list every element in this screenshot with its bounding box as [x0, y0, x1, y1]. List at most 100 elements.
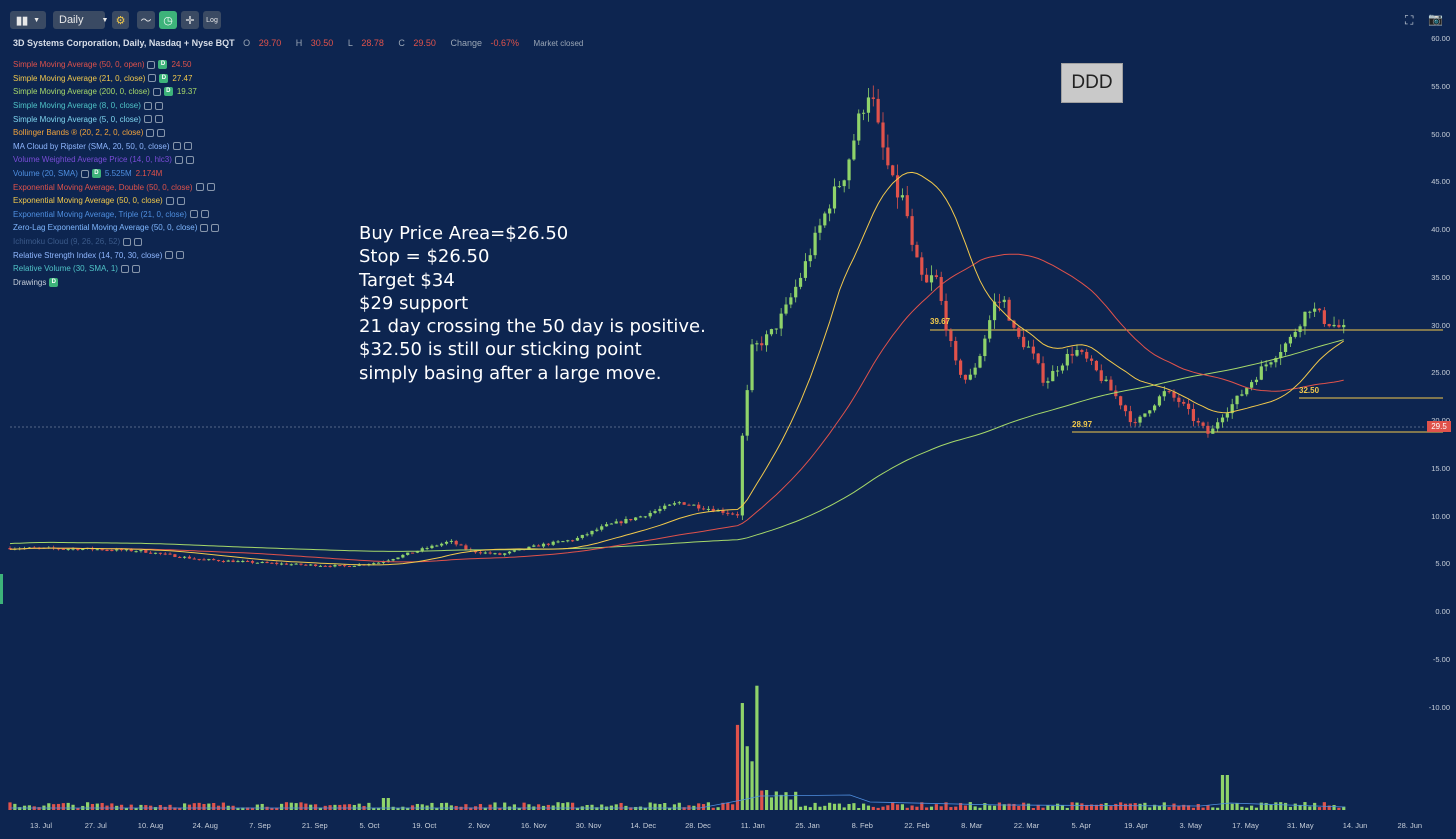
candle-body	[396, 557, 400, 560]
info-icon[interactable]	[195, 183, 204, 192]
settings-icon[interactable]	[176, 196, 185, 205]
candle-body	[1094, 360, 1098, 371]
candle-body	[1322, 310, 1326, 325]
settings-button[interactable]: ⚙	[112, 11, 129, 29]
fullscreen-icon[interactable]: ⛶	[1405, 13, 1414, 27]
volume-bar	[187, 804, 192, 810]
volume-bar	[1109, 806, 1113, 810]
indicator-badge[interactable]: D	[163, 87, 173, 97]
indicator-row[interactable]: Simple Moving Average (21, 0, close) D 27.…	[13, 72, 219, 86]
indicator-row[interactable]: Zero-Lag Exponential Moving Average (50,…	[13, 221, 220, 235]
crosshair-button[interactable]: ✛	[181, 11, 199, 29]
log-scale-button[interactable]: Log	[203, 11, 221, 29]
indicator-row[interactable]: Relative Volume (30, SMA, 1)	[13, 262, 219, 276]
info-icon[interactable]	[143, 101, 152, 110]
candle-body	[124, 549, 128, 551]
settings-icon[interactable]	[131, 264, 140, 273]
candle-body	[328, 565, 332, 567]
indicator-row[interactable]: Simple Moving Average (8, 0, close)	[13, 99, 219, 113]
indicator-row[interactable]: Simple Moving Average (5, 0, close)	[13, 112, 219, 126]
settings-icon[interactable]	[157, 128, 166, 137]
settings-icon[interactable]	[185, 155, 194, 164]
candle-body	[687, 504, 691, 506]
indicator-badge[interactable]: D	[91, 169, 101, 179]
volume-bar	[1114, 803, 1118, 810]
volume-bar	[1206, 805, 1210, 810]
indicator-list: Simple Moving Average (50, 0, open) D 24.5…	[13, 58, 220, 290]
chart-type-button[interactable]: ▮▮ ▼	[10, 11, 46, 29]
indicator-row[interactable]: Ichimoku Cloud (9, 26, 26, 52)	[13, 235, 219, 249]
indicator-name: Zero-Lag Exponential Moving Average (50,…	[13, 223, 198, 233]
candle-body	[629, 518, 633, 521]
indicator-badge[interactable]: D	[159, 73, 169, 83]
volume-bar	[270, 807, 274, 810]
candle-body	[532, 545, 536, 547]
candle-body	[784, 304, 788, 314]
indicator-row[interactable]: Volume Weighted Average Price (14, 0, hl…	[13, 153, 219, 167]
info-icon[interactable]	[147, 60, 156, 69]
scroll-marker[interactable]	[0, 574, 3, 604]
indicator-badge[interactable]: D	[49, 277, 59, 287]
candle-body	[415, 550, 419, 553]
info-icon[interactable]	[172, 142, 181, 151]
candle-body	[803, 261, 807, 278]
settings-icon[interactable]	[200, 210, 209, 219]
indicator-row[interactable]: Volume (20, SMA) D 5.525M 2.174M	[13, 167, 219, 181]
indicator-row[interactable]: Exponential Moving Average, Triple (21, …	[13, 208, 219, 222]
settings-icon[interactable]	[176, 251, 185, 260]
candle-body	[915, 244, 919, 258]
volume-bar	[1327, 805, 1331, 810]
candle-body	[566, 540, 570, 542]
clock-button[interactable]: ◷	[159, 11, 177, 29]
info-icon[interactable]	[123, 237, 132, 246]
candle-body	[1191, 409, 1195, 421]
candle-body	[338, 565, 342, 567]
volume-bar	[842, 807, 846, 810]
info-icon[interactable]	[200, 223, 209, 232]
info-icon[interactable]	[80, 169, 89, 178]
candle-body	[1177, 397, 1181, 402]
indicator-row[interactable]: Exponential Moving Average (50, 0, close…	[13, 194, 219, 208]
candle-body	[226, 560, 230, 562]
indicator-badge[interactable]: D	[158, 60, 168, 70]
info-icon[interactable]	[120, 264, 129, 273]
settings-icon[interactable]	[154, 101, 163, 110]
candle-body	[1007, 299, 1011, 321]
settings-icon[interactable]	[211, 223, 220, 232]
volume-bar	[866, 805, 871, 810]
info-icon[interactable]	[152, 87, 161, 96]
indicator-row[interactable]: Exponential Moving Average, Double (50, …	[13, 180, 219, 194]
info-icon[interactable]	[165, 196, 174, 205]
settings-icon[interactable]	[206, 183, 215, 192]
settings-icon[interactable]	[134, 237, 143, 246]
candle-body	[609, 523, 613, 525]
indicator-row[interactable]: Simple Moving Average (200, 0, close) D 19…	[13, 85, 219, 99]
candle-body	[1182, 401, 1186, 404]
candle-body	[1235, 395, 1239, 405]
camera-icon[interactable]: 📷	[1428, 12, 1443, 26]
candle-body	[760, 343, 764, 346]
indicator-row[interactable]: Bollinger Bands ® (20, 2, 2, 0, close)	[13, 126, 219, 140]
settings-icon[interactable]	[154, 115, 163, 124]
info-icon[interactable]	[146, 128, 155, 137]
info-icon[interactable]	[174, 155, 183, 164]
candle-body	[56, 548, 61, 550]
settings-icon[interactable]	[183, 142, 192, 151]
indicator-row[interactable]: MA Cloud by Ripster (SMA, 20, 50, 0, clo…	[13, 140, 219, 154]
info-icon[interactable]	[189, 210, 198, 219]
info-icon[interactable]	[165, 251, 174, 260]
interval-select[interactable]: Daily ▼	[53, 11, 108, 29]
indicator-row[interactable]: Simple Moving Average (50, 0, open) D 24.5…	[13, 58, 219, 72]
compare-button[interactable]: 〜	[137, 11, 155, 29]
info-icon[interactable]	[148, 74, 157, 83]
volume-bar	[1036, 804, 1040, 810]
volume-bar	[672, 804, 677, 810]
indicator-row[interactable]: Drawings D	[13, 276, 219, 290]
volume-bar	[1216, 807, 1220, 810]
volume-bar	[1153, 804, 1157, 810]
info-icon[interactable]	[143, 115, 152, 124]
volume-bar	[192, 803, 196, 810]
volume-bar	[1128, 803, 1132, 810]
indicator-row[interactable]: Relative Strength Index (14, 70, 30, clo…	[13, 248, 219, 262]
